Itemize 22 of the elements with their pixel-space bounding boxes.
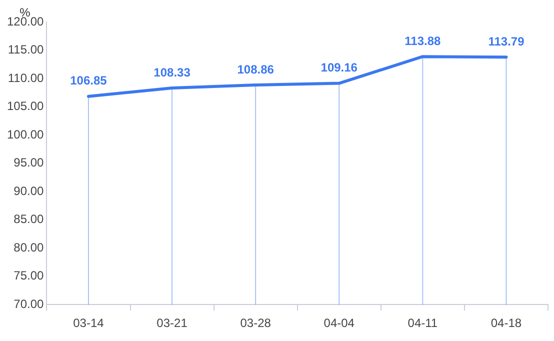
y-tick-label: 105.00: [7, 99, 44, 114]
y-tick-label: 70.00: [14, 296, 44, 311]
x-tick-label: 04-04: [324, 316, 355, 330]
data-label: 109.16: [320, 60, 358, 75]
y-tick-label: 100.00: [7, 127, 44, 142]
x-tick-label: 03-21: [156, 316, 188, 330]
data-label: 113.79: [488, 34, 525, 48]
y-tick-label: 115.00: [8, 42, 44, 57]
y-tick-label: 95.00: [14, 156, 44, 170]
data-label: 106.85: [70, 74, 108, 88]
x-tick-label: 03-28: [240, 316, 272, 330]
data-label: 108.33: [154, 65, 191, 80]
y-tick-label: 110.00: [8, 70, 44, 85]
y-tick-label: 90.00: [14, 184, 44, 198]
y-tick-label: 85.00: [14, 212, 44, 226]
y-tick-label: 75.00: [14, 268, 44, 283]
data-label: 108.86: [237, 62, 274, 76]
data-label: 113.88: [404, 34, 442, 48]
x-tick-label: 04-18: [490, 316, 522, 330]
x-tick-label: 03-14: [73, 316, 104, 330]
y-tick-label: 80.00: [14, 240, 44, 254]
x-tick-label: 04-11: [408, 316, 438, 330]
